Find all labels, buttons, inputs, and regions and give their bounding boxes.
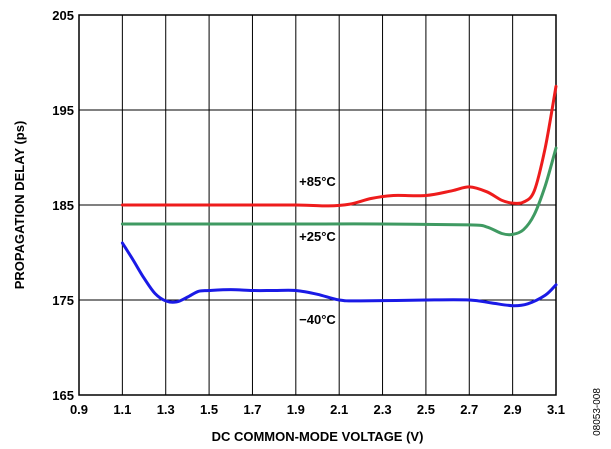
- y-tick-label: 205: [52, 8, 74, 23]
- y-tick-label: 195: [52, 103, 74, 118]
- x-tick-label: 2.9: [504, 402, 522, 417]
- figure-id: 08053-008: [592, 388, 603, 436]
- x-tick-label: 2.1: [330, 402, 348, 417]
- series-line-2: [120, 241, 558, 308]
- y-axis-label: PROPAGATION DELAY (ps): [12, 121, 27, 290]
- series-label-2: −40°C: [299, 312, 336, 327]
- x-tick-label: 1.3: [157, 402, 175, 417]
- x-tick-label: 2.3: [374, 402, 392, 417]
- series-label-0: +85°C: [299, 174, 336, 189]
- x-tick-label: 1.7: [243, 402, 261, 417]
- x-tick-label: 2.5: [417, 402, 435, 417]
- x-tick-label: 3.1: [547, 402, 565, 417]
- x-tick-label: 0.9: [70, 402, 88, 417]
- x-tick-label: 1.1: [113, 402, 131, 417]
- series-line-0: [120, 84, 558, 208]
- series-lines: [120, 84, 558, 308]
- y-tick-labels: 165 175 185 195 205: [52, 8, 74, 403]
- series-label-1: +25°C: [299, 229, 336, 244]
- y-tick-label: 185: [52, 198, 74, 213]
- y-tick-label: 175: [52, 293, 74, 308]
- series-labels: +85°C +25°C −40°C: [299, 174, 336, 327]
- x-axis-label: DC COMMON-MODE VOLTAGE (V): [212, 429, 424, 444]
- plot-frame: [78, 14, 557, 396]
- y-tick-label: 165: [52, 388, 74, 403]
- x-tick-label: 1.5: [200, 402, 218, 417]
- series-line-1: [120, 146, 558, 237]
- x-tick-labels: 0.9 1.1 1.3 1.5 1.7 1.9 2.1 2.3 2.5 2.7 2.9 3.1: [70, 402, 565, 417]
- x-tick-label: 1.9: [287, 402, 305, 417]
- x-tick-label: 2.7: [460, 402, 478, 417]
